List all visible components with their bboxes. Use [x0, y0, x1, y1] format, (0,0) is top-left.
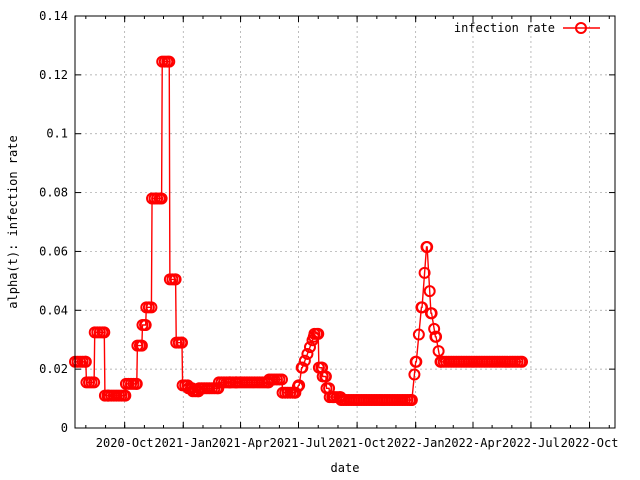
x-tick-label: 2021-Oct [328, 436, 386, 450]
data-point [79, 355, 92, 368]
y-tick-label: 0 [61, 421, 68, 435]
data-point [98, 326, 111, 339]
data-point [410, 355, 423, 368]
data-point [293, 379, 306, 392]
ticks [75, 15, 615, 429]
data-point [418, 266, 431, 279]
y-tick-label: 0.1 [46, 127, 68, 141]
data-point [298, 354, 311, 367]
data-point [139, 319, 152, 331]
y-tick-label: 0.04 [39, 303, 68, 317]
data-point [135, 339, 148, 352]
x-tick-label: 2022-Oct [561, 436, 619, 450]
data-point [275, 373, 288, 386]
x-tick-label: 2022-Jul [502, 436, 560, 450]
x-tick-label: 2021-Apr [212, 436, 270, 450]
x-tick-label: 2022-Apr [444, 436, 502, 450]
data-point [296, 361, 309, 374]
data-point [319, 370, 332, 383]
data-point [416, 301, 429, 314]
x-tick-labels: 2020-Oct 2021-Jan 2021-Apr 2021-Jul 2021-Oct… [96, 436, 619, 450]
x-tick-label: 2021-Jul [270, 436, 328, 450]
plot-area [69, 55, 529, 407]
legend-marker [575, 22, 587, 34]
data-point [169, 273, 182, 286]
data-point [428, 322, 441, 335]
y-tick-label: 0.06 [39, 244, 68, 258]
grid [75, 16, 615, 428]
data-point [312, 327, 325, 340]
data-point [412, 328, 425, 341]
x-tick-label: 2021-Jan [154, 436, 212, 450]
data-point [303, 341, 316, 354]
data-point [155, 192, 168, 205]
y-tick-labels: 0 0.02 0.04 0.06 0.08 0.1 0.12 0.14 [39, 9, 68, 435]
data-point [130, 377, 143, 390]
x-tick-label: 2022-Jan [387, 436, 445, 450]
data-point [175, 336, 188, 349]
data-point [145, 301, 158, 314]
data-point [119, 389, 132, 402]
y-tick-label: 0.08 [39, 186, 68, 200]
data-point [405, 394, 418, 407]
data-point [88, 376, 101, 389]
y-tick-label: 0.12 [39, 68, 68, 82]
y-tick-label: 0.14 [39, 9, 68, 23]
data-point [425, 307, 438, 320]
legend-label: infection rate [454, 21, 555, 35]
data-point [430, 330, 443, 343]
data-point [423, 285, 436, 298]
legend: infection rate [454, 21, 600, 35]
data-point [421, 241, 434, 254]
data-point [408, 368, 421, 381]
y-tick-label: 0.02 [39, 362, 68, 376]
data-point [432, 345, 445, 358]
data-point [516, 355, 529, 368]
y-axis-title: alpha(t): infection rate [6, 135, 20, 308]
data-point [301, 347, 314, 360]
plot-frame [74, 15, 616, 429]
data-point [163, 55, 176, 68]
x-tick-label: 2020-Oct [96, 436, 154, 450]
x-axis-title: date [331, 461, 360, 475]
